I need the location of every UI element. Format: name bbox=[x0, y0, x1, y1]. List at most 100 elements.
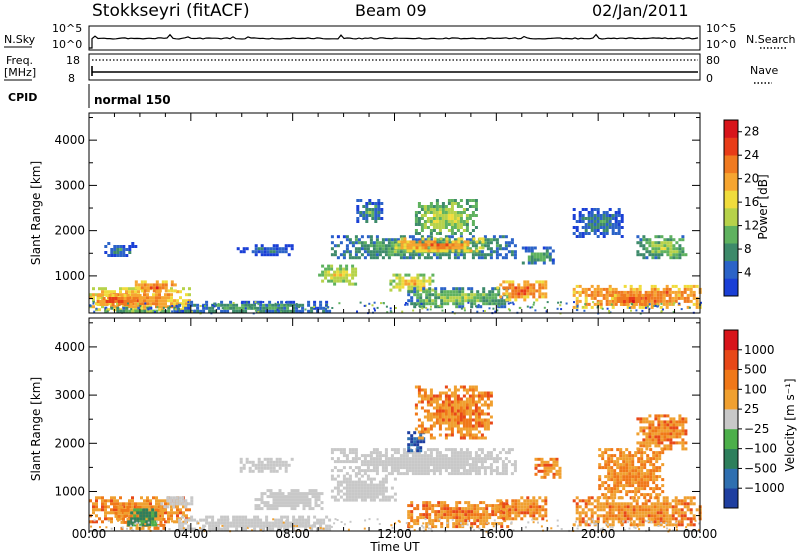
velocity-echo-cell bbox=[390, 454, 394, 458]
velocity-echo-cell bbox=[449, 507, 453, 511]
power-echo-cell bbox=[463, 243, 467, 247]
power-echo-cell bbox=[440, 302, 444, 306]
velocity-echo-cell bbox=[133, 517, 137, 521]
power-echo-cell bbox=[605, 232, 609, 235]
power-echo-cell bbox=[421, 237, 425, 241]
velocity-echo-cell bbox=[477, 430, 481, 434]
power-echo-cell bbox=[418, 249, 422, 253]
velocity-echo-cell bbox=[336, 498, 340, 502]
velocity-echo-cell bbox=[170, 508, 173, 512]
power-echo-cell bbox=[463, 246, 467, 250]
velocity-echo-cell bbox=[268, 527, 272, 531]
power-echo-cell bbox=[176, 306, 180, 310]
power-echo-cell bbox=[453, 250, 457, 254]
velocity-echo-cell bbox=[308, 489, 312, 493]
power-echo-cell bbox=[435, 226, 439, 229]
velocity-echo-cell bbox=[259, 527, 263, 531]
power-echo-cell bbox=[430, 249, 434, 253]
power-echo-cell bbox=[575, 220, 579, 223]
velocity-echo-cell bbox=[616, 463, 620, 467]
velocity-echo-cell bbox=[260, 501, 264, 505]
power-echo-region bbox=[96, 294, 142, 306]
power-echo-cell bbox=[96, 300, 100, 303]
velocity-echo-cell bbox=[110, 502, 113, 506]
velocity-echo-cell bbox=[253, 518, 257, 522]
velocity-echo-cell bbox=[420, 406, 424, 410]
velocity-echo-cell bbox=[414, 460, 418, 464]
power-echo-cell bbox=[575, 302, 579, 306]
velocity-echo-cell bbox=[387, 457, 391, 461]
power-echo-cell bbox=[520, 292, 524, 296]
power-noise-dot bbox=[483, 310, 486, 312]
power-echo-cell bbox=[310, 309, 314, 313]
velocity-echo-cell bbox=[266, 501, 270, 505]
velocity-echo-cell bbox=[136, 511, 140, 515]
velocity-echo-cell bbox=[396, 457, 400, 461]
velocity-echo-cell bbox=[110, 517, 113, 521]
velocity-echo-cell bbox=[144, 505, 148, 509]
velocity-echo-cell bbox=[260, 498, 264, 502]
velocity-echo-cell bbox=[429, 397, 433, 401]
power-echo-cell bbox=[645, 238, 649, 242]
power-echo-cell bbox=[396, 253, 400, 257]
velocity-echo-cell bbox=[480, 448, 484, 452]
velocity-echo-cell bbox=[134, 502, 137, 506]
velocity-echo-cell bbox=[495, 466, 499, 470]
velocity-echo-cell bbox=[476, 519, 480, 523]
velocity-echo-cell bbox=[414, 457, 418, 461]
power-echo-cell bbox=[182, 305, 185, 309]
power-noise-dot bbox=[301, 310, 304, 313]
power-echo-cell bbox=[476, 299, 480, 303]
power-echo-cell bbox=[401, 285, 405, 289]
power-echo-cell bbox=[432, 214, 436, 217]
velocity-echo-cell bbox=[426, 472, 430, 476]
velocity-echo-cell bbox=[254, 507, 258, 511]
power-echo-cell bbox=[322, 309, 326, 313]
velocity-echo-cell bbox=[419, 446, 423, 450]
velocity-echo-cell bbox=[635, 523, 639, 527]
power-echo-cell bbox=[452, 296, 456, 300]
velocity-echo-cell bbox=[655, 454, 659, 458]
velocity-echo-cell bbox=[652, 481, 656, 485]
velocity-echo-cell bbox=[238, 521, 242, 525]
velocity-echo-cell bbox=[283, 515, 287, 519]
velocity-echo-cell bbox=[508, 517, 512, 521]
velocity-echo-cell bbox=[162, 517, 166, 521]
power-echo-cell bbox=[501, 235, 505, 239]
velocity-echo-cell bbox=[638, 505, 642, 509]
power-echo-cell bbox=[284, 247, 288, 251]
velocity-echo-cell bbox=[648, 429, 652, 433]
velocity-echo-cell bbox=[256, 518, 260, 522]
velocity-echo-cell bbox=[477, 397, 481, 401]
power-echo-cell bbox=[286, 303, 290, 307]
power-echo-cell bbox=[274, 303, 278, 307]
velocity-echo-cell bbox=[492, 448, 496, 452]
velocity-echo-cell bbox=[514, 505, 518, 509]
velocity-echo-cell bbox=[459, 433, 463, 437]
velocity-echo-cell bbox=[491, 513, 495, 517]
velocity-echo-cell bbox=[455, 522, 459, 526]
velocity-echo-cell bbox=[483, 400, 487, 404]
velocity-echo-cell bbox=[416, 507, 420, 511]
velocity-echo-cell bbox=[671, 523, 675, 527]
velocity-echo-cell bbox=[360, 489, 364, 493]
velocity-echo-cell bbox=[643, 493, 647, 497]
power-echo-cell bbox=[590, 293, 594, 297]
velocity-echo-cell bbox=[495, 457, 499, 461]
velocity-echo-cell bbox=[479, 516, 483, 520]
velocity-echo-cell bbox=[665, 517, 669, 521]
nsearch-tick-top: 10^5 bbox=[706, 22, 736, 35]
power-echo-cell bbox=[324, 270, 328, 274]
velocity-echo-cell bbox=[638, 514, 642, 518]
velocity-echo-cell bbox=[631, 478, 635, 482]
velocity-echo-cell bbox=[173, 520, 176, 524]
velocity-echo-cell bbox=[360, 495, 364, 499]
velocity-echo-cell bbox=[598, 466, 602, 470]
power-echo-cell bbox=[584, 229, 588, 232]
power-echo-cell bbox=[584, 223, 588, 226]
velocity-echo-cell bbox=[581, 517, 585, 521]
power-echo-cell bbox=[491, 290, 495, 294]
power-echo-cell bbox=[611, 299, 615, 303]
velocity-echo-cell bbox=[187, 518, 191, 522]
velocity-echo-cell bbox=[432, 472, 436, 476]
